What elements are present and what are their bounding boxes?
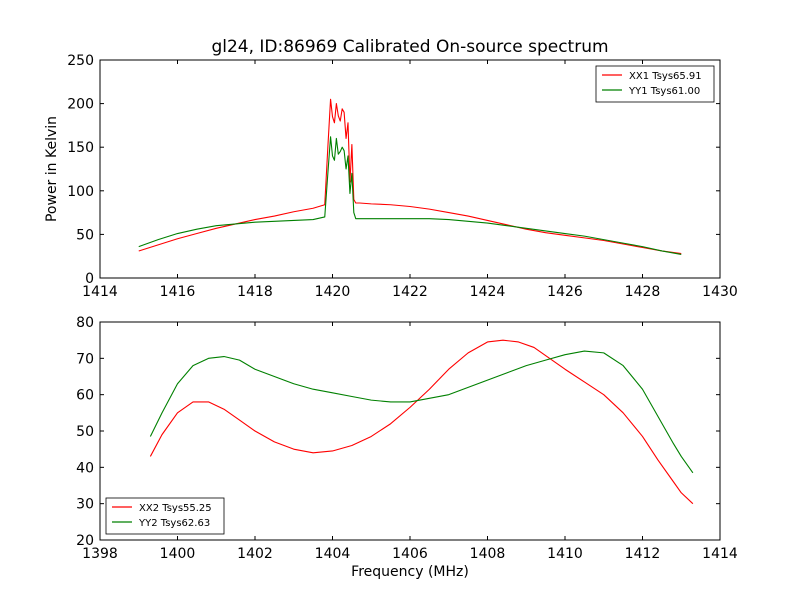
y-tick-label: 80 <box>76 315 94 331</box>
series-line-xx <box>138 98 682 255</box>
legend-entry: XX1 Tsys65.91 <box>629 71 702 82</box>
y-axis-label: Power in Kelvin <box>44 116 60 222</box>
legend-box <box>105 497 225 535</box>
legend-entry: YY1 Tsys61.00 <box>628 86 700 97</box>
x-tick-label: 1406 <box>392 546 428 562</box>
x-tick-label: 1418 <box>237 284 273 300</box>
legend-entry: XX2 Tsys55.25 <box>139 503 212 514</box>
chart-title: gl24, ID:86969 Calibrated On-source spec… <box>211 37 608 57</box>
x-tick-label: 1410 <box>547 546 583 562</box>
y-tick-label: 70 <box>76 351 94 367</box>
series-line-yy <box>138 136 682 256</box>
x-tick-label: 1430 <box>702 284 738 300</box>
x-tick-label: 1424 <box>470 284 506 300</box>
y-tick-label: 40 <box>76 460 94 476</box>
y-tick-label: 100 <box>67 184 94 200</box>
y-tick-label: 150 <box>67 140 94 156</box>
y-tick-label: 20 <box>76 533 94 549</box>
y-tick-label: 30 <box>76 497 94 513</box>
x-tick-label: 1398 <box>82 546 118 562</box>
x-tick-label: 1414 <box>702 546 738 562</box>
x-tick-label: 1422 <box>392 284 428 300</box>
y-tick-label: 250 <box>67 53 94 69</box>
top-plot-panel: 1414 1416 1418 1420 1422 1424 1426 1428 1430 0 50 1… <box>44 37 738 300</box>
legend-box <box>595 65 715 103</box>
x-tick-label: 1426 <box>547 284 583 300</box>
legend: XX1 Tsys65.91 YY1 Tsys61.00 <box>595 65 715 103</box>
x-tick-label: 1412 <box>625 546 661 562</box>
x-tick-label: 1402 <box>237 546 273 562</box>
x-tick-label: 1400 <box>160 546 196 562</box>
x-tick-label: 1428 <box>625 284 661 300</box>
x-tick-label: 1414 <box>82 284 118 300</box>
y-tick-label: 60 <box>76 388 94 404</box>
y-tick-label: 50 <box>76 227 94 243</box>
x-tick-label: 1404 <box>315 546 351 562</box>
x-axis-label: Frequency (MHz) <box>351 564 469 580</box>
series-line-xx <box>149 339 694 505</box>
y-tick-label: 0 <box>85 271 94 287</box>
series-line-yy <box>149 350 694 474</box>
y-tick-label: 50 <box>76 424 94 440</box>
y-tick-label: 200 <box>67 97 94 113</box>
x-tick-label: 1408 <box>470 546 506 562</box>
x-tick-label: 1416 <box>160 284 196 300</box>
legend-entry: YY2 Tsys62.63 <box>138 518 210 529</box>
legend: XX2 Tsys55.25 YY2 Tsys62.63 <box>105 497 225 535</box>
bottom-plot-panel: 1398 1400 1402 1404 1406 1408 1410 1412 1414 20 30… <box>76 315 738 580</box>
x-tick-label: 1420 <box>315 284 351 300</box>
